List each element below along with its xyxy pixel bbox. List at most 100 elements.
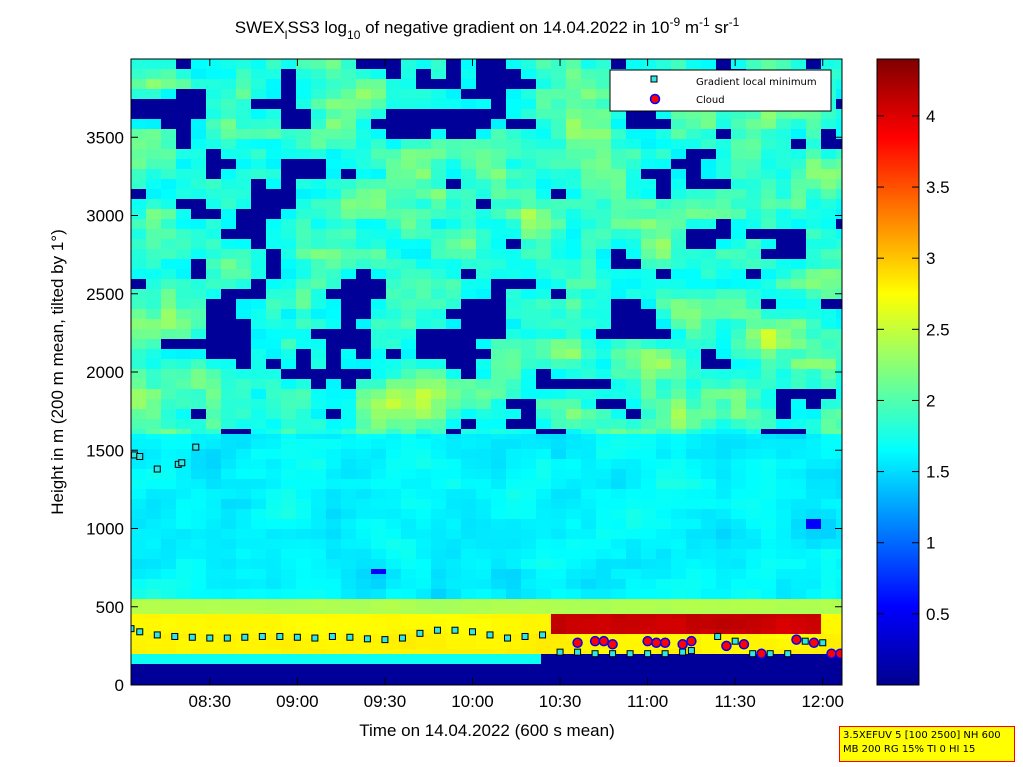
gradient-minimum-point [451, 626, 459, 634]
gradient-minimum-point [153, 631, 161, 639]
gradient-minimum-point [609, 650, 617, 658]
gradient-minimum-point [433, 626, 441, 634]
cloud-point [598, 635, 610, 647]
cloud-point [572, 637, 583, 648]
cloud-point [659, 637, 671, 648]
gradient-minimum-point [153, 465, 161, 473]
x-tick-label: 10:30 [539, 692, 582, 711]
cloud-point [686, 635, 697, 647]
y-tick-label: 3500 [86, 128, 124, 147]
gradient-minimum-point [766, 650, 774, 658]
cloud-point [642, 635, 653, 647]
cloud-point [607, 639, 618, 650]
gradient-minimum-point [192, 443, 200, 451]
y-tick-label: 3000 [86, 207, 124, 226]
gradient-minimum-point [784, 650, 792, 658]
gradient-minimum-point [679, 648, 687, 656]
colorbar-tick-label: 4 [926, 107, 935, 126]
gradient-minimum-point [731, 637, 739, 645]
gradient-minimum-point [504, 634, 512, 642]
info-line-2: MB 200 RG 15% TI 0 HI 15 [843, 743, 1011, 757]
colorbar-tick-label: 3 [926, 249, 935, 268]
gradient-minimum-point [136, 628, 144, 636]
chart-title: SWEXlSS3 log10 of negative gradient on 1… [235, 15, 740, 42]
cloud-point [738, 639, 750, 650]
gradient-minimum-point [714, 632, 722, 640]
legend-marker-cloud [649, 93, 661, 105]
colorbar-tick-label: 2 [926, 391, 935, 410]
gradient-minimum-point [486, 631, 494, 639]
gradient-minimum-point [311, 634, 319, 642]
gradient-minimum-point [276, 632, 284, 640]
gradient-minimum-point [574, 648, 582, 656]
gradient-minimum-point [687, 647, 695, 655]
y-tick-label: 0 [115, 676, 124, 695]
y-axis: 0 500 1000 1500 2000 2500 3000 3500 [86, 128, 842, 695]
gradient-minimum-point [381, 636, 389, 644]
cloud-point [589, 635, 601, 647]
colorbar-tick-label: 1 [926, 534, 935, 553]
gradient-minimum-point [131, 625, 135, 633]
heatmap [131, 59, 842, 685]
x-axis: 08:30 09:00 09:30 10:00 10:30 11:00 11:30 12:00 [189, 59, 844, 711]
gradient-minimum-point [136, 453, 144, 461]
cloud-point [826, 648, 837, 659]
legend-marker-gradient-minimum [650, 75, 658, 83]
legend-label-cloud: Cloud [696, 95, 725, 106]
legend: Gradient local minimum Cloud [609, 69, 832, 112]
gradient-minimum-point [819, 639, 827, 647]
info-line-1: 3.5XEFUV 5 [100 2500] NH 600 [843, 729, 1011, 743]
gradient-minimum-point [346, 633, 354, 641]
gradient-minimum-point [591, 650, 599, 658]
gradient-minimum-point [178, 459, 186, 467]
y-axis-label: Height in m (200 m mean, tilted by 1°) [48, 229, 67, 515]
colorbar-tick-label: 2.5 [926, 320, 950, 339]
gradient-minimum-point [188, 633, 196, 641]
y-tick-label: 1500 [86, 441, 124, 460]
colorbar-tick-label: 1.5 [926, 463, 950, 482]
cloud-point [791, 634, 802, 645]
gradient-minimum-point [363, 635, 371, 643]
y-tick-label: 2000 [86, 363, 124, 382]
gradient-minimum-point [556, 648, 564, 656]
gradient-minimum-point [293, 633, 301, 641]
colorbar-tick-label: 3.5 [926, 178, 950, 197]
legend-label-gradient-minimum: Gradient local minimum [696, 77, 817, 88]
gradient-minimum-point [328, 632, 336, 640]
x-tick-label: 12:00 [801, 692, 844, 711]
gradient-minimum-point [539, 631, 547, 639]
marker-layer [131, 443, 842, 659]
cloud-point [677, 639, 688, 650]
gradient-minimum-point [626, 650, 634, 658]
x-tick-label: 09:00 [276, 692, 319, 711]
x-tick-label: 09:30 [364, 692, 407, 711]
gradient-minimum-point [644, 650, 652, 658]
gradient-minimum-point [521, 632, 529, 640]
x-tick-label: 11:30 [715, 692, 756, 711]
y-tick-label: 500 [96, 598, 124, 617]
cloud-point [808, 637, 820, 648]
gradient-minimum-point [749, 650, 757, 658]
cloud-point [721, 640, 732, 652]
gradient-minimum-point [241, 633, 249, 641]
x-tick-label: 11:00 [627, 692, 668, 711]
x-tick-label: 08:30 [189, 692, 232, 711]
colorbar-ticks: 0.5 1 1.5 2 2.5 3 3.5 4 [877, 107, 950, 624]
cloud-point [651, 637, 662, 648]
gradient-minimum-point [416, 629, 424, 637]
cloud-point [756, 648, 767, 659]
legend-box [609, 69, 832, 112]
colorbar-tick-label: 0.5 [926, 605, 950, 624]
x-tick-label: 10:00 [451, 692, 494, 711]
x-axis-label: Time on 14.04.2022 (600 s mean) [359, 721, 614, 740]
info-box: 3.5XEFUV 5 [100 2500] NH 600 MB 200 RG 1… [839, 726, 1015, 762]
gradient-minimum-point [206, 634, 214, 642]
gradient-minimum-point [398, 634, 406, 642]
gradient-minimum-point [171, 632, 179, 640]
cloud-point [835, 648, 842, 659]
y-tick-label: 1000 [86, 520, 124, 539]
gradient-minimum-point [661, 650, 669, 658]
colorbar [876, 58, 920, 686]
y-tick-label: 2500 [86, 285, 124, 304]
